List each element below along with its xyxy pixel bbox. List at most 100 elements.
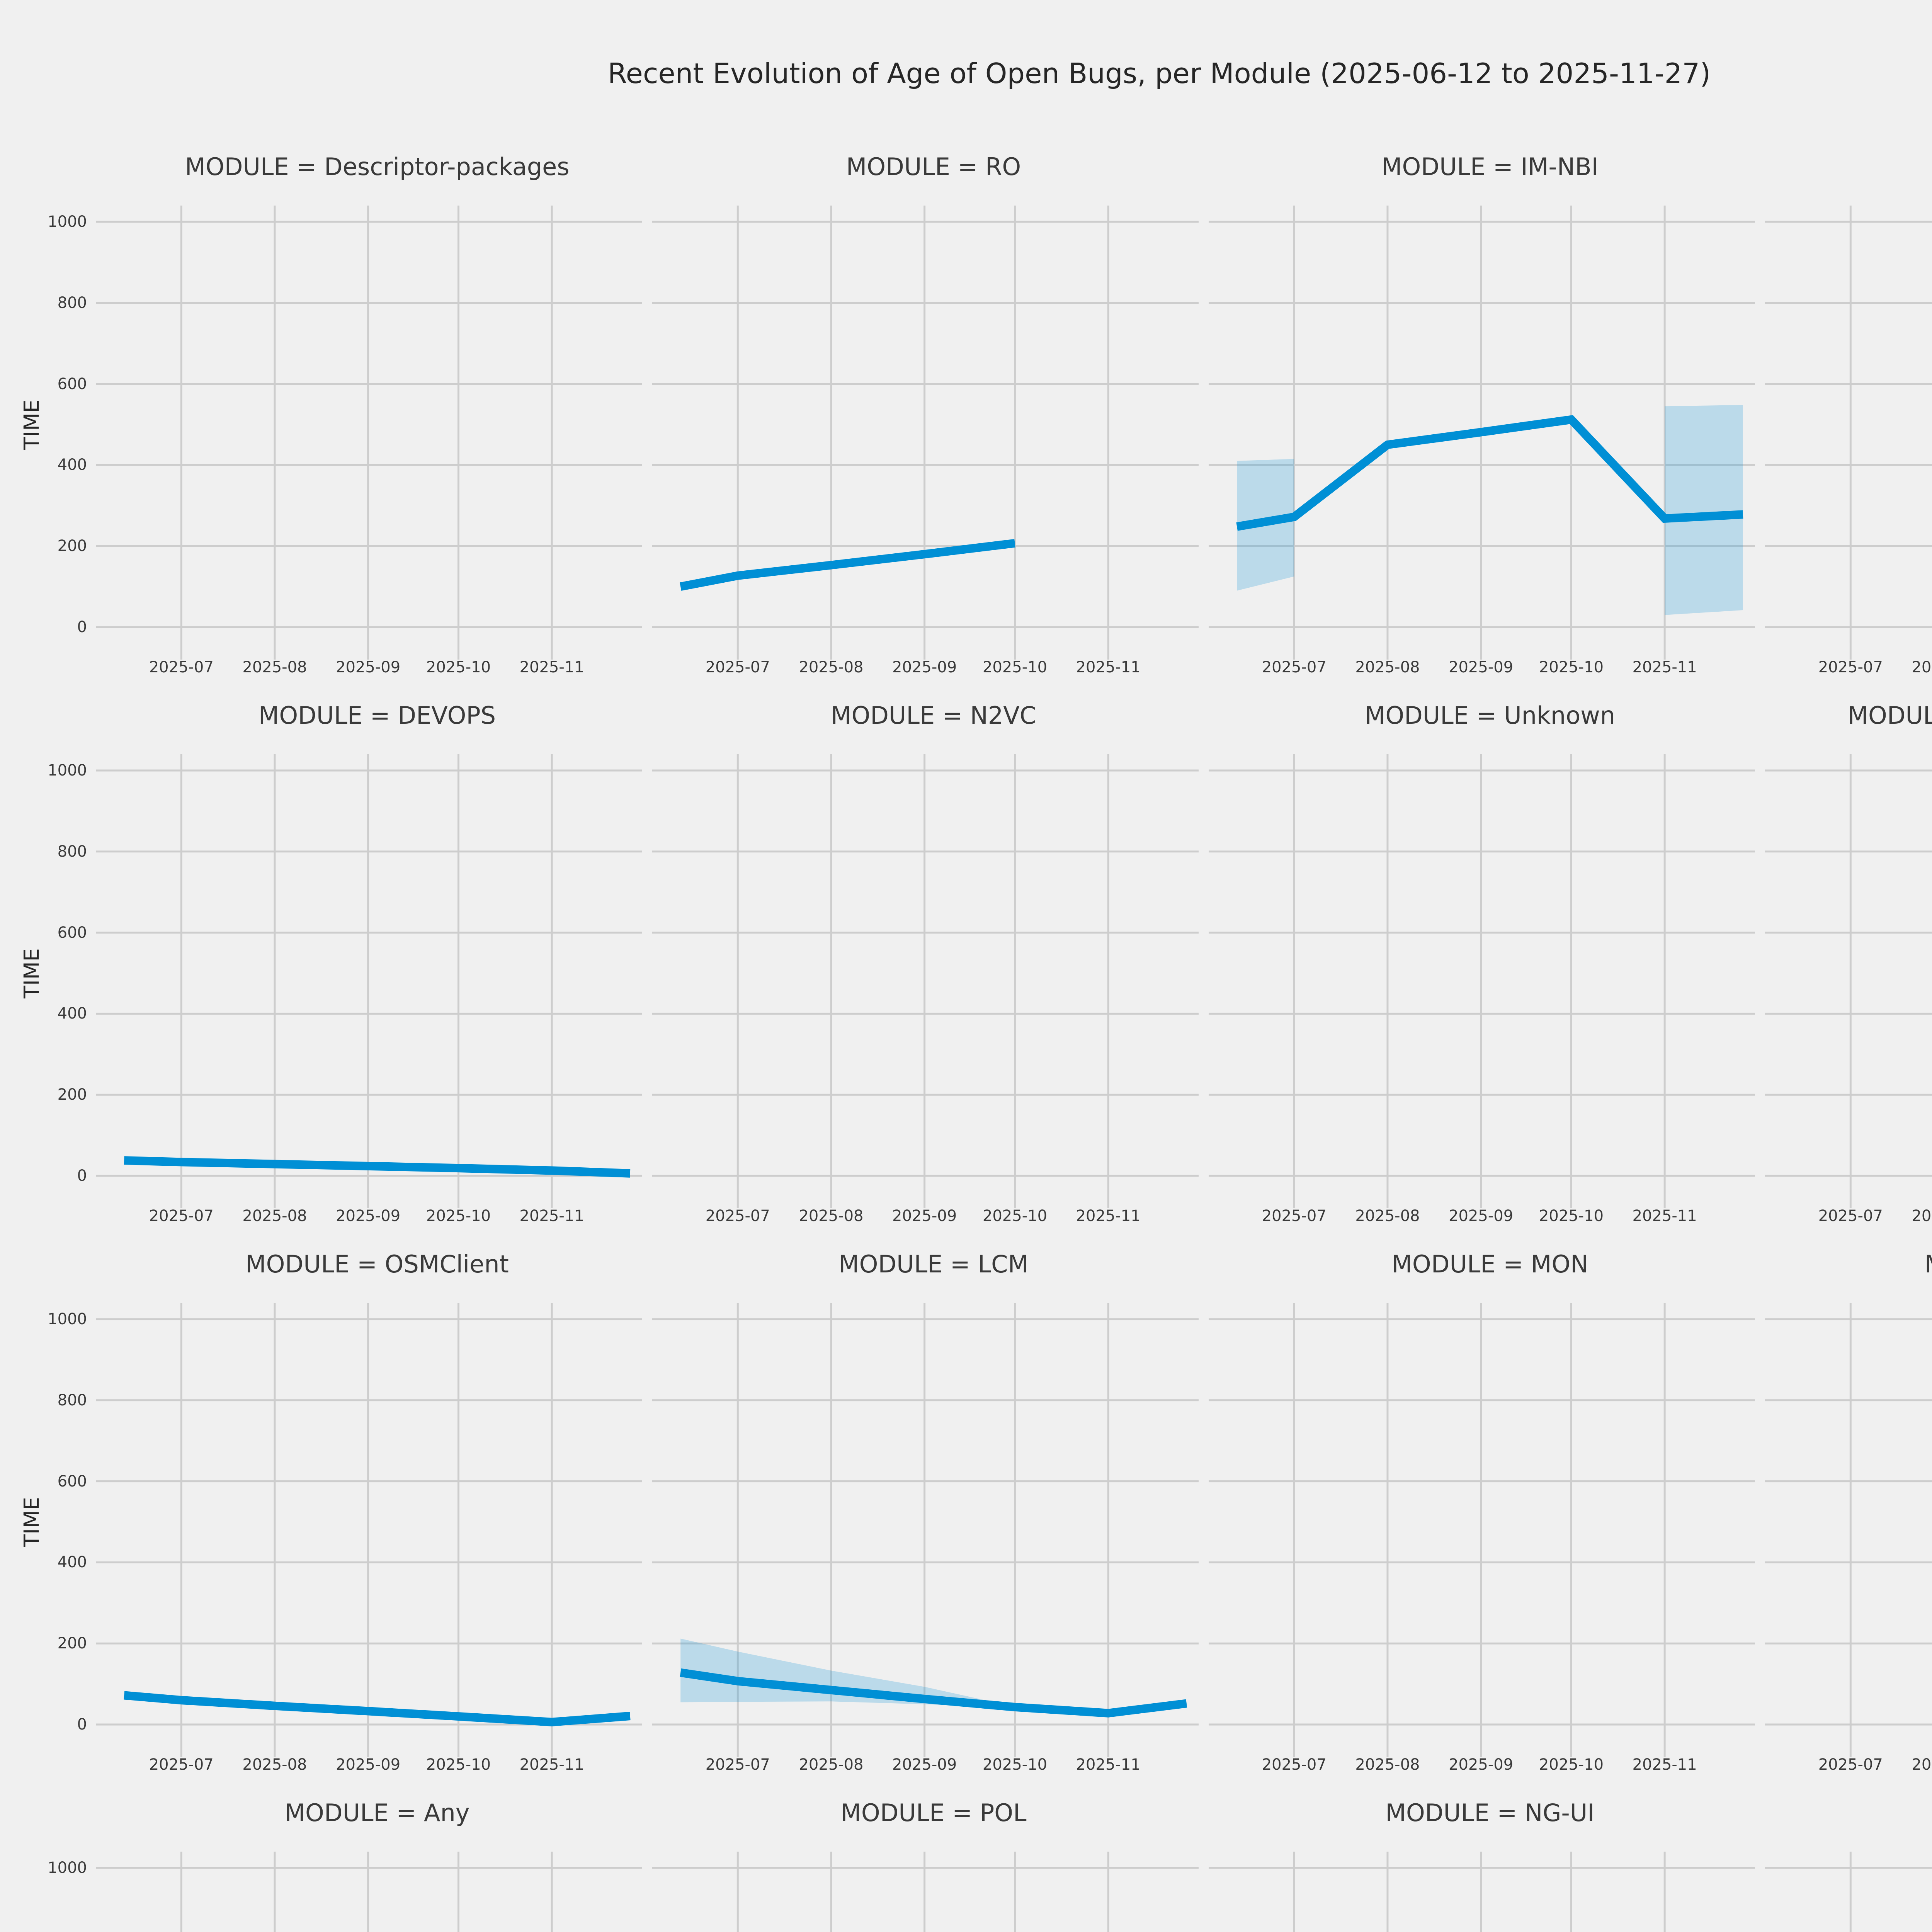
facet-title: MODULE = OSMClient [245, 1250, 509, 1278]
trend-line [124, 1691, 631, 1726]
y-tick-label: 600 [57, 1472, 87, 1490]
facet-title: MODULE = Documentation / Wiki [1847, 701, 1932, 730]
facet-panel: MODULE = OSMClient 2025-07 2025-08 2025-09 2… [20, 1250, 642, 1774]
x-tick-label: 2025-07 [705, 658, 770, 676]
facet-panel: MODULE = POL2025-072025-082025-092025-10… [652, 1799, 1199, 1932]
facet-title: MODULE = Any [284, 1799, 470, 1827]
facet-panel: MODULE = IM-NBI 2025-07 2025-08 2025-09 2025… [1209, 153, 1755, 676]
x-tick-label: 2025-09 [1449, 658, 1514, 676]
y-tick-label: 1000 [48, 1859, 87, 1877]
x-tick-label: 2025-11 [1632, 658, 1697, 676]
x-tick-label: 2025-10 [1539, 1756, 1604, 1774]
x-tick-label: 2025-10 [426, 658, 491, 676]
facet-title: MODULE = Descriptor-packages [185, 153, 570, 181]
facet-title: MODULE = IM-NBI [1381, 153, 1599, 181]
x-tick-label: 2025-11 [519, 1207, 584, 1225]
facet-panel: MODULE = NG-UI2025-072025-082025-092025-… [1209, 1799, 1755, 1932]
facet-panel: MODULE = MON 2025-07 2025-08 2025-09 2025-10… [1209, 1250, 1755, 1774]
facet-panel: MODULE = Any2025-072025-082025-092025-10… [48, 1799, 642, 1932]
x-tick-label: 2025-07 [149, 1756, 214, 1774]
x-tick-label: 2025-10 [1539, 1207, 1604, 1225]
x-tick-label: 2025-11 [519, 658, 584, 676]
facet-title: MODULE = PLA [1781, 1794, 1932, 1832]
x-tick-label: 2025-10 [1539, 658, 1604, 676]
facet-title: MODULE = Other [1781, 148, 1932, 186]
plot-area [1765, 206, 1932, 660]
trend-line [680, 539, 1015, 591]
x-tick-label: 2025-07 [149, 658, 214, 676]
plot-area [652, 206, 1199, 660]
facet-panel: MODULE = LCM 2025-07 2025-08 2025-09 2025-10… [652, 1250, 1199, 1774]
x-tick-label: 2025-09 [336, 1756, 401, 1774]
x-tick-label: 2025-07 [149, 1207, 214, 1225]
plot-area [1765, 1852, 1932, 1932]
trend-line [680, 1668, 1187, 1718]
x-tick-label: 2025-08 [1355, 1207, 1420, 1225]
x-tick-label: 2025-09 [336, 658, 401, 676]
facet-panel: MODULE = PLA2025-072025-082025-092025-10… [1765, 1852, 1932, 1932]
facet-title: MODULE = RO [846, 153, 1021, 181]
x-tick-label: 2025-09 [892, 1756, 957, 1774]
x-tick-label: 2025-07 [705, 1756, 770, 1774]
facet-title: MODULE = N2VC [830, 701, 1037, 730]
y-tick-label: 0 [77, 1167, 87, 1185]
plot-area [96, 754, 642, 1208]
x-tick-label: 2025-10 [982, 1207, 1048, 1225]
y-axis-label: TIME [19, 948, 44, 998]
x-tick-label: 2025-11 [1632, 1207, 1697, 1225]
x-tick-label: 2025-09 [336, 1207, 401, 1225]
confidence-band [1665, 405, 1743, 615]
x-tick-label: 2025-09 [1449, 1207, 1514, 1225]
y-tick-label: 200 [57, 537, 87, 555]
x-tick-label: 2025-07 [1262, 658, 1327, 676]
y-tick-label: 600 [57, 375, 87, 393]
plot-area [1209, 1852, 1755, 1932]
facet-panel: MODULE = Unknown 2025-07 2025-08 2025-09 202… [1209, 701, 1755, 1225]
x-tick-label: 2025-08 [1355, 658, 1420, 676]
y-tick-label: 800 [57, 1391, 87, 1409]
plot-area [1209, 754, 1755, 1208]
trend-line [1236, 415, 1743, 531]
x-tick-label: 2025-08 [1912, 1207, 1932, 1225]
y-tick-label: 0 [77, 1716, 87, 1734]
y-tick-label: 800 [57, 842, 87, 861]
facet-title: MODULE = LCM [838, 1250, 1029, 1278]
y-tick-label: 0 [77, 618, 87, 636]
y-tick-label: 1000 [48, 761, 87, 779]
x-tick-label: 2025-07 [705, 1207, 770, 1225]
y-tick-label: 200 [57, 1086, 87, 1104]
x-tick-label: 2025-11 [1632, 1756, 1697, 1774]
facet-title: MODULE = NG-UI [1385, 1799, 1595, 1827]
plot-area [652, 754, 1199, 1208]
confidence-band [680, 1638, 1015, 1707]
y-axis-label: TIME [19, 399, 44, 450]
x-tick-label: 2025-10 [982, 658, 1048, 676]
facet-title: MODULE = DEVOPS [258, 701, 496, 730]
x-tick-label: 2025-08 [1355, 1756, 1420, 1774]
y-tick-label: 400 [57, 456, 87, 474]
x-tick-label: 2025-09 [1449, 1756, 1514, 1774]
x-tick-label: 2025-11 [1076, 1207, 1141, 1225]
x-tick-label: 2025-08 [242, 1756, 307, 1774]
x-tick-label: 2025-07 [1818, 1207, 1883, 1225]
x-tick-label: 2025-08 [242, 1207, 307, 1225]
facet-title: MODULE = common [1781, 1245, 1932, 1284]
y-axis-label: TIME [19, 1497, 44, 1547]
y-tick-label: 800 [57, 294, 87, 312]
y-tick-label: 600 [57, 923, 87, 942]
y-tick-label: 200 [57, 1634, 87, 1653]
x-tick-label: 2025-10 [426, 1207, 491, 1225]
facet-panel: MODULE = RO 2025-07 2025-08 2025-09 2025-10 2… [652, 153, 1199, 676]
facet-title: MODULE = Unknown [1364, 701, 1616, 730]
plot-area [96, 1852, 642, 1932]
x-tick-label: 2025-08 [799, 658, 864, 676]
x-tick-label: 2025-08 [1912, 658, 1932, 676]
plot-area [1209, 1303, 1755, 1757]
y-tick-label: 1000 [48, 213, 87, 231]
x-tick-label: 2025-07 [1818, 658, 1883, 676]
x-tick-label: 2025-11 [1076, 1756, 1141, 1774]
plot-area [1765, 1303, 1932, 1757]
x-tick-label: 2025-11 [1076, 658, 1141, 676]
y-tick-label: 1000 [48, 1310, 87, 1328]
